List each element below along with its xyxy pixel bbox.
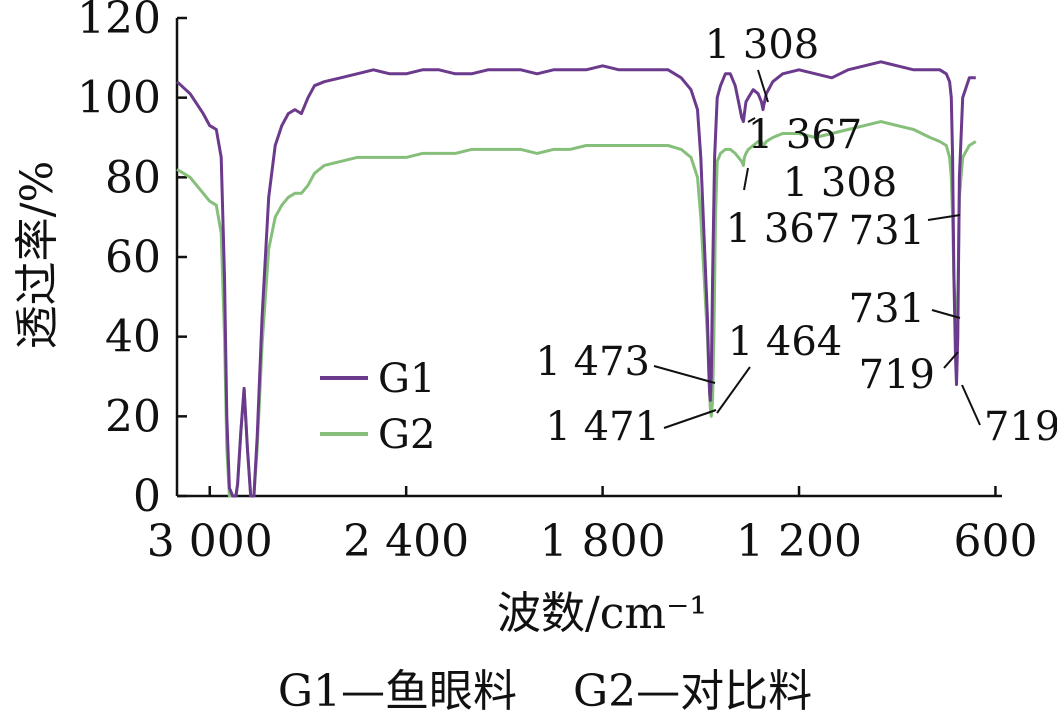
y-tick-label: 0 xyxy=(133,471,161,522)
annotation-leader xyxy=(927,214,961,221)
annotation-leader xyxy=(716,366,751,414)
axes: 0 20 40 60 80 100 120 3 000 2 400 1 800 1 200 600 xyxy=(77,0,1037,567)
peak-label: 1 471 xyxy=(545,404,660,450)
peak-label: 1 367 xyxy=(726,206,841,252)
annotation-leader xyxy=(743,167,749,191)
peak-label: 1 473 xyxy=(535,339,650,385)
y-tick-label: 40 xyxy=(105,312,161,363)
annotation-leader xyxy=(757,69,769,103)
figure-caption: G1—鱼眼料 G2—对比料 xyxy=(278,666,812,717)
peak-label: 1 367 xyxy=(748,112,863,158)
peak-label: 719 xyxy=(984,404,1057,450)
peak-label: 1 308 xyxy=(705,22,820,68)
peak-label: 1 308 xyxy=(783,160,898,206)
peak-label: 719 xyxy=(859,352,935,398)
annotation-leader xyxy=(931,309,961,319)
y-tick-label: 20 xyxy=(105,391,161,442)
y-tick-label: 80 xyxy=(105,152,161,203)
annotation-leader xyxy=(961,384,981,426)
x-tick-label: 1 800 xyxy=(540,516,666,567)
x-axis-title: 波数/cm⁻¹ xyxy=(497,588,707,639)
series-line-g1 xyxy=(175,60,976,498)
annotation-leader xyxy=(943,351,959,369)
legend-label: G1 xyxy=(378,356,435,402)
x-tick-label: 1 200 xyxy=(736,516,862,567)
annotation-leader xyxy=(653,365,716,384)
legend-label: G2 xyxy=(378,412,435,458)
peak-label: 731 xyxy=(849,208,925,254)
peak-label: 1 464 xyxy=(728,319,843,365)
series-layer xyxy=(175,60,977,498)
y-tick-label: 60 xyxy=(105,232,161,283)
x-tick-label: 3 000 xyxy=(147,516,273,567)
annotation-leader xyxy=(663,409,717,429)
y-axis-title: 透过率/% xyxy=(12,161,63,350)
y-tick-label: 120 xyxy=(77,0,161,44)
x-tick-label: 600 xyxy=(953,516,1037,567)
peak-label: 731 xyxy=(849,286,925,332)
y-tick-label: 100 xyxy=(77,73,161,124)
annotation-leader xyxy=(747,117,756,123)
x-tick-label: 2 400 xyxy=(343,516,469,567)
